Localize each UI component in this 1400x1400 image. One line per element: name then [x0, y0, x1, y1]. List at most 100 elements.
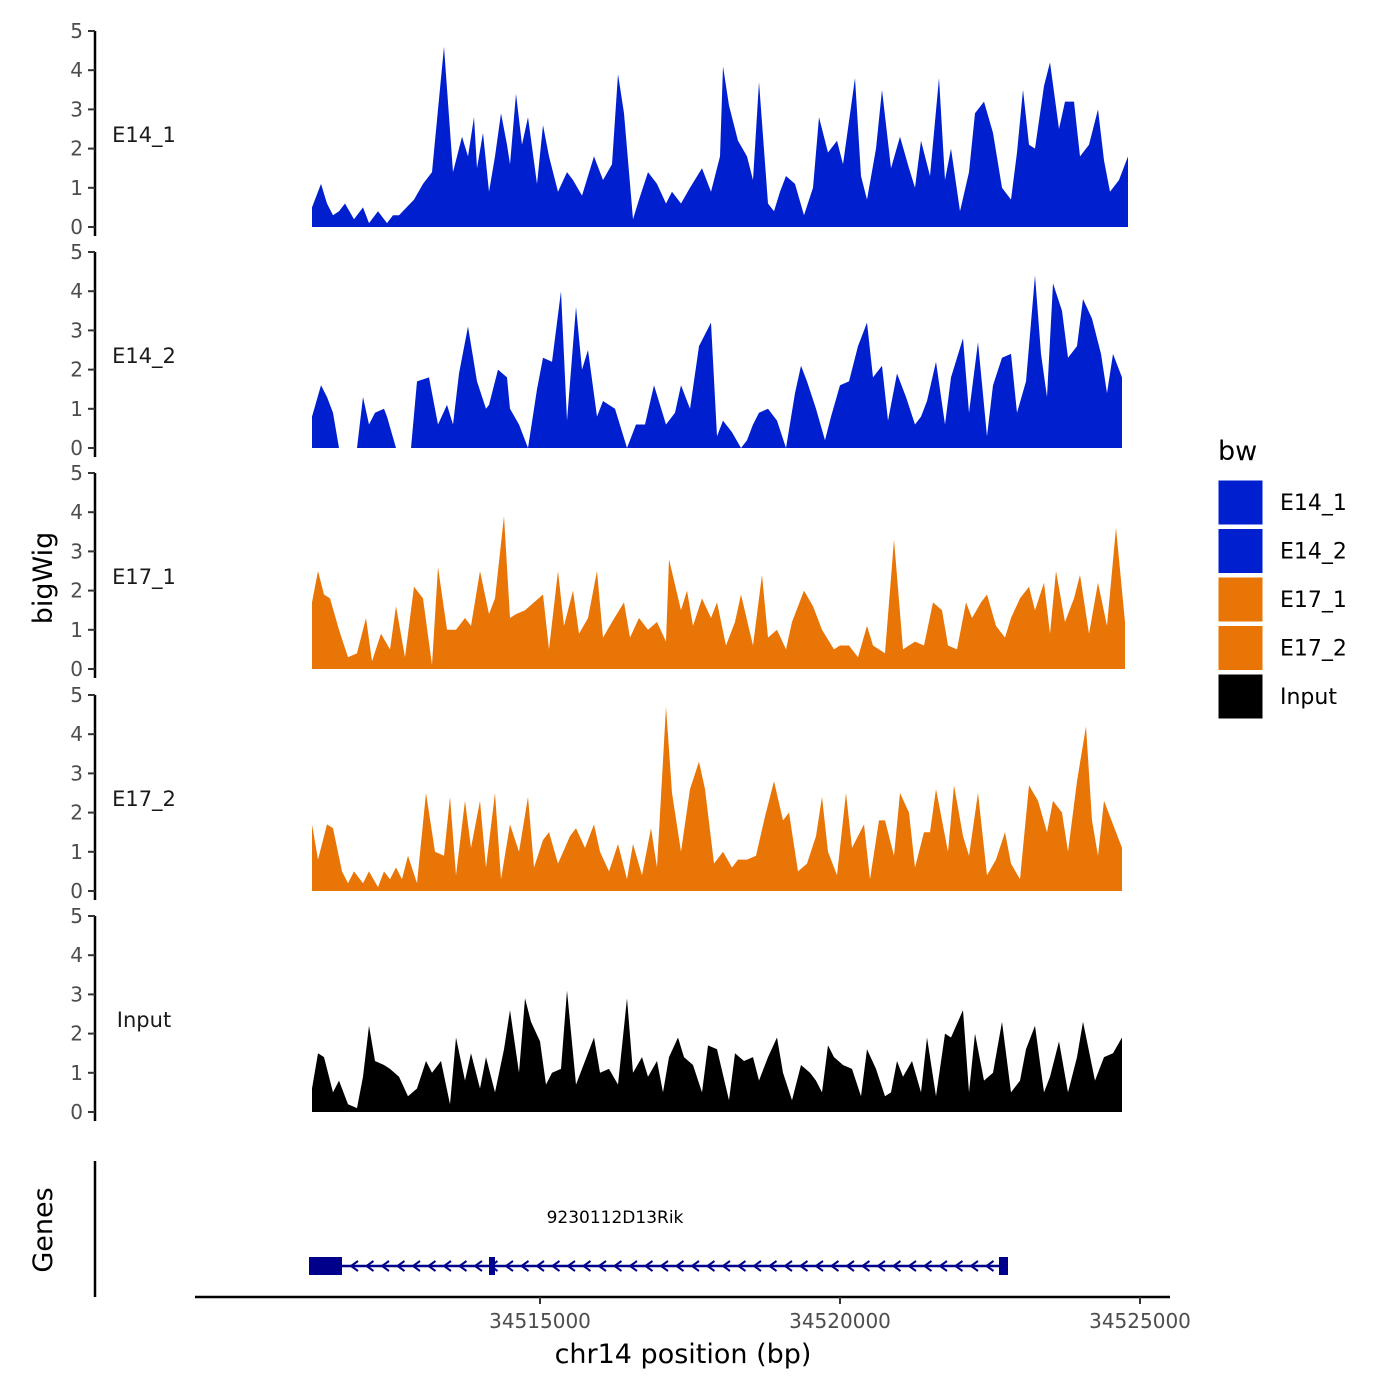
y-tick-label: 3 [70, 761, 83, 785]
strand-arrow [938, 1260, 948, 1272]
legend-swatch-Input [1217, 673, 1264, 720]
strand-arrow [953, 1260, 964, 1272]
y-tick-label: 4 [70, 722, 83, 746]
track-label: E17_2 [112, 787, 176, 812]
legend-label-E17_2: E17_2 [1280, 637, 1347, 662]
legend-swatch-E14_1 [1217, 479, 1264, 526]
strand-arrow [550, 1260, 561, 1272]
x-tick-label: 34525000 [1089, 1309, 1191, 1333]
strand-arrow [690, 1260, 700, 1272]
y-tick-label: 3 [70, 539, 83, 563]
strand-arrow [752, 1260, 762, 1272]
legend-label-E14_2: E14_2 [1280, 540, 1347, 565]
strand-arrow [922, 1260, 933, 1272]
track-Input: 0 1 2 3 4 5 Input [70, 904, 1122, 1124]
legend-label-E17_1: E17_1 [1280, 588, 1347, 613]
strand-arrow [767, 1260, 778, 1272]
strand-arrow [411, 1260, 421, 1272]
y-tick-label: 1 [70, 397, 83, 421]
gene-name-label: 9230112D13Rik [547, 1208, 684, 1228]
strand-arrow [814, 1260, 824, 1272]
legend-swatch-E17_1 [1217, 576, 1264, 623]
coverage-area-E14_2 [312, 275, 1122, 448]
coverage-area-E14_1 [312, 46, 1128, 228]
x-tick-label: 34520000 [789, 1309, 891, 1333]
strand-arrow [364, 1260, 375, 1272]
strand-arrow [705, 1260, 716, 1272]
y-tick-label: 1 [70, 1061, 83, 1085]
strand-arrow [643, 1260, 654, 1272]
y-tick-label: 5 [70, 904, 83, 928]
strand-arrow [969, 1260, 979, 1272]
track-label: E17_1 [112, 565, 176, 590]
legend-label-E14_1: E14_1 [1280, 491, 1347, 516]
strand-arrow [984, 1260, 995, 1272]
y-tick-label: 3 [70, 318, 83, 342]
gene-exon [489, 1257, 495, 1275]
strand-arrow [395, 1260, 406, 1272]
y-tick-label: 1 [70, 618, 83, 642]
strand-arrow [721, 1260, 731, 1272]
genes-track-label: Genes [28, 1187, 59, 1272]
strand-arrow [628, 1260, 638, 1272]
strand-arrow [845, 1260, 855, 1272]
x-tick-label: 34515000 [489, 1309, 591, 1333]
strand-arrow [566, 1260, 576, 1272]
y-tick-label: 1 [70, 840, 83, 864]
track-E17_1: 0 1 2 3 4 5 E17_1 [70, 461, 1125, 681]
strand-arrow [674, 1260, 685, 1272]
x-axis-title: chr14 position (bp) [555, 1339, 812, 1370]
legend-swatch-E14_2 [1217, 528, 1264, 574]
y-tick-label: 0 [70, 1100, 83, 1124]
y-tick-label: 5 [70, 240, 83, 264]
y-tick-label: 4 [70, 500, 83, 524]
y-tick-label: 2 [70, 137, 83, 161]
strand-arrow [891, 1260, 902, 1272]
strand-arrow [612, 1260, 623, 1272]
strand-arrow [597, 1260, 607, 1272]
gene-exon [999, 1257, 1008, 1275]
y-tick-label: 2 [70, 358, 83, 382]
coverage-area-Input [312, 990, 1122, 1112]
strand-arrow [457, 1260, 468, 1272]
strand-arrow [426, 1260, 437, 1272]
track-label: E14_1 [112, 123, 176, 148]
y-axis-title: bigWig [28, 532, 59, 625]
strand-arrow [581, 1260, 592, 1272]
y-tick-label: 3 [70, 982, 83, 1006]
strand-arrow [860, 1260, 871, 1272]
coverage-area-E17_2 [312, 706, 1122, 891]
y-tick-label: 0 [70, 215, 83, 239]
y-tick-label: 0 [70, 879, 83, 903]
strand-arrow [349, 1260, 359, 1272]
y-tick-label: 2 [70, 579, 83, 603]
track-label: E14_2 [112, 344, 176, 369]
strand-arrow [783, 1260, 793, 1272]
strand-arrow [798, 1260, 809, 1272]
strand-arrow [876, 1260, 886, 1272]
legend-swatch-E17_2 [1217, 625, 1264, 671]
y-tick-label: 1 [70, 176, 83, 200]
y-tick-label: 2 [70, 1022, 83, 1046]
y-tick-label: 0 [70, 436, 83, 460]
track-E17_2: 0 1 2 3 4 5 E17_2 [70, 683, 1122, 903]
strand-arrow [535, 1260, 545, 1272]
y-tick-label: 4 [70, 943, 83, 967]
y-tick-label: 5 [70, 461, 83, 485]
strand-arrow [380, 1260, 390, 1272]
y-tick-label: 3 [70, 97, 83, 121]
y-tick-label: 2 [70, 801, 83, 825]
genes-layer: Genes 9230112D13Rik [28, 1161, 1008, 1297]
y-tick-label: 4 [70, 279, 83, 303]
legend-label-Input: Input [1280, 685, 1337, 710]
strand-arrow [442, 1260, 452, 1272]
x-axis: 34515000 34520000 34525000 [195, 1295, 1191, 1333]
coverage-area-E17_1 [312, 516, 1125, 669]
track-label: Input [117, 1008, 171, 1032]
strand-arrow [504, 1260, 514, 1272]
tracks-layer: 0 1 2 3 4 5 E14_1 0 1 2 3 4 5 E14_2 0 1 2 3 4 5 E17_1 0 1 2 3 4 5 E… [70, 19, 1128, 1124]
legend: bw E14_1 E14_2 E17_1 E17_2 Input [1217, 436, 1347, 720]
strand-arrow [659, 1260, 669, 1272]
y-tick-label: 5 [70, 19, 83, 43]
